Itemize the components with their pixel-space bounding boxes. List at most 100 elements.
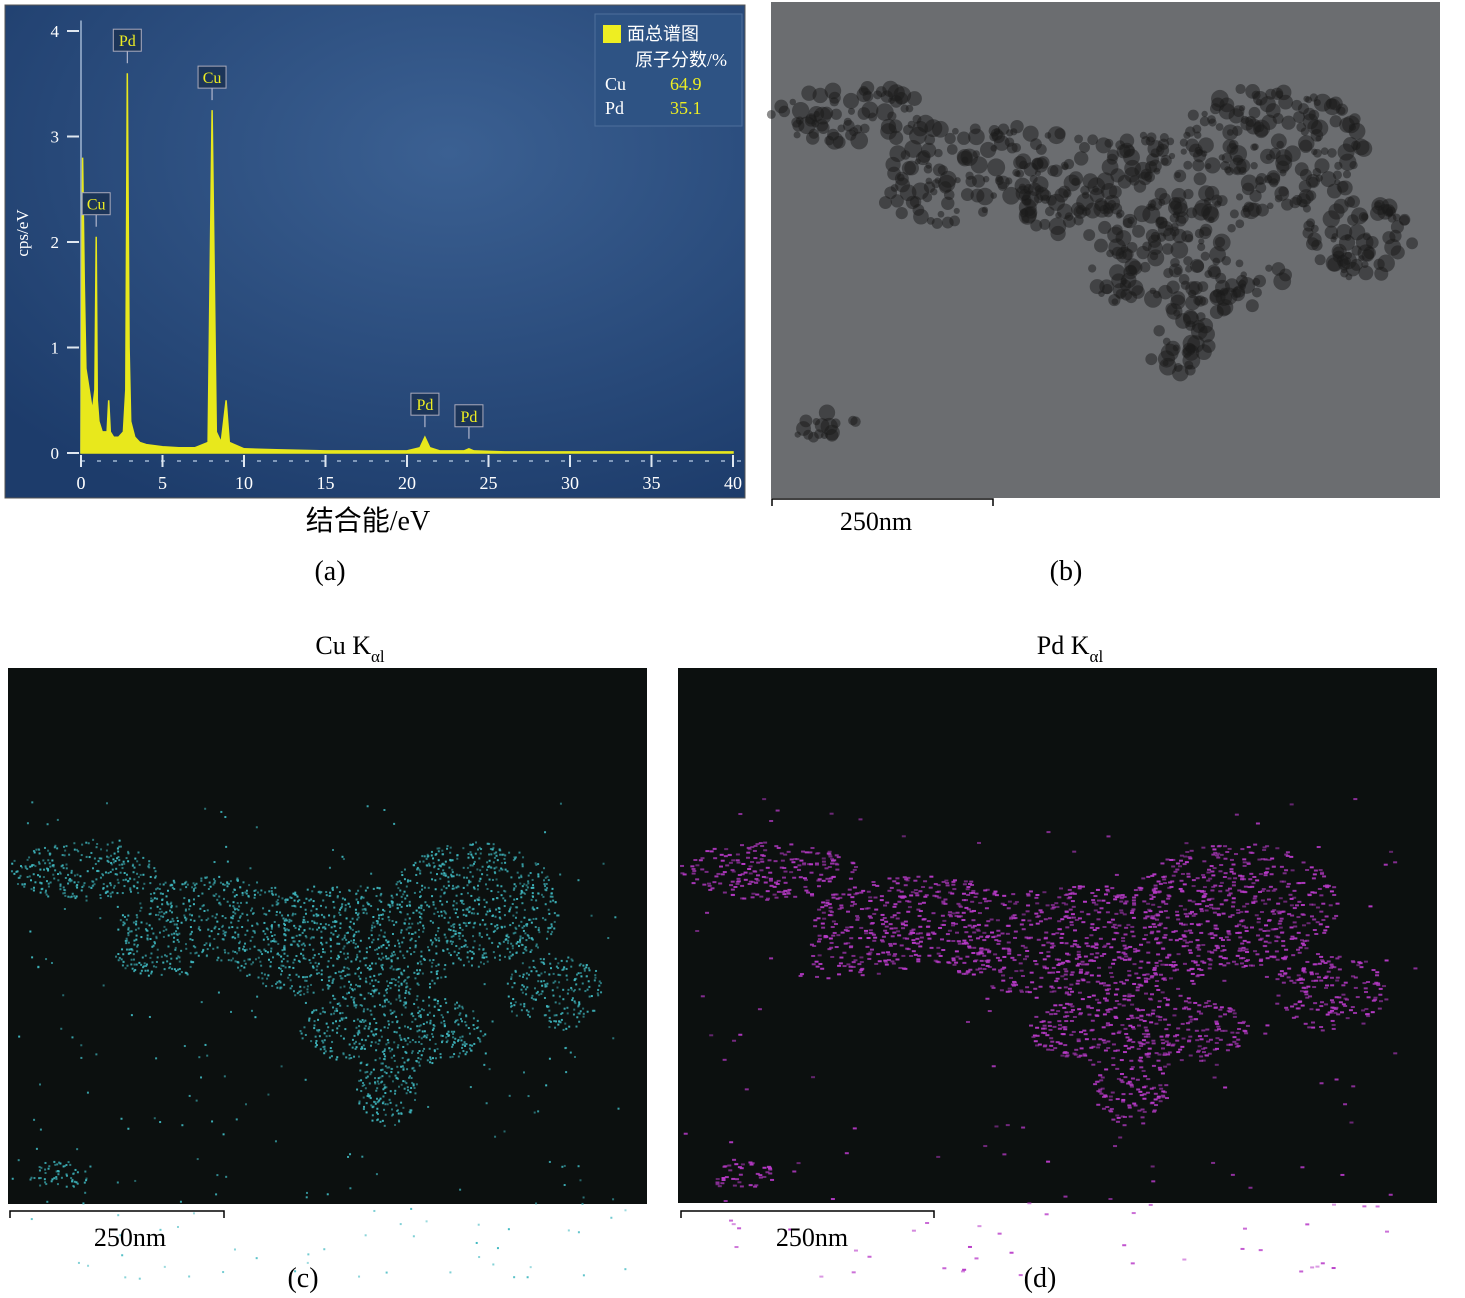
signal-dot [475,1241,478,1244]
particle [1267,202,1274,210]
signal-dot [15,870,18,873]
signal-dot [468,906,471,909]
signal-dot [495,851,498,854]
signal-dot [733,885,738,888]
signal-dot [514,906,517,909]
signal-dot [389,1090,392,1093]
signal-dot [140,906,143,909]
signal-dot [1149,897,1154,900]
signal-dot [568,1025,571,1028]
signal-dot [512,859,515,862]
signal-dot [435,973,438,976]
signal-dot [548,1009,551,1012]
signal-dot [449,929,452,932]
signal-dot [294,891,297,894]
signal-dot [146,969,149,972]
signal-dot [695,878,700,881]
signal-dot [133,943,136,946]
signal-dot [1230,905,1235,908]
signal-dot [574,978,577,981]
signal-dot [1157,905,1162,908]
signal-dot [503,925,506,928]
signal-dot [531,906,534,909]
signal-dot [422,1036,425,1039]
signal-dot [1050,1009,1055,1012]
particle [1068,171,1084,186]
signal-dot [288,920,291,923]
signal-dot [444,860,447,863]
signal-dot [145,964,148,967]
particle [889,145,907,163]
particle [1133,180,1147,193]
signal-dot [513,1276,516,1279]
signal-dot [134,857,137,860]
signal-dot [1154,973,1159,976]
pd-map [678,668,1437,1203]
signal-dot [174,946,177,949]
signal-dot [170,957,173,960]
signal-dot [516,897,519,900]
signal-dot [279,986,282,989]
signal-dot [560,1013,563,1016]
signal-dot [472,952,475,955]
signal-dot [429,1058,432,1061]
signal-dot [86,870,89,873]
x-tick-label: 15 [317,473,335,493]
signal-dot [563,1184,566,1187]
particle [1159,193,1171,205]
signal-dot [113,852,116,855]
signal-dot [466,951,469,954]
signal-dot [921,886,926,889]
signal-dot [119,919,122,922]
signal-dot [551,895,554,898]
particle [1168,197,1182,210]
signal-dot [522,951,525,954]
signal-dot [20,866,23,869]
signal-dot [1034,963,1039,966]
signal-dot [169,884,172,887]
signal-dot [283,922,286,925]
signal-dot [810,893,815,896]
signal-dot [849,904,854,907]
particle [1294,162,1309,177]
particle [1289,197,1301,209]
signal-dot [422,930,425,933]
signal-dot [328,1056,331,1059]
signal-dot [280,973,283,976]
signal-dot [312,1009,315,1012]
signal-dot [69,880,72,883]
signal-dot [454,912,457,915]
signal-dot [134,928,137,931]
signal-dot [905,937,910,940]
signal-dot [1119,980,1124,983]
signal-dot [482,1034,485,1037]
signal-dot [152,965,155,968]
signal-dot [544,831,547,834]
signal-dot [199,929,202,932]
signal-dot [374,1041,377,1044]
particle [1296,122,1307,133]
signal-dot [223,931,226,934]
signal-dot [551,989,554,992]
signal-dot [448,952,451,955]
signal-dot [227,952,230,955]
signal-dot [523,1005,526,1008]
signal-dot [359,1069,362,1072]
signal-dot [97,860,100,863]
signal-dot [407,1089,410,1092]
signal-dot [163,925,166,928]
signal-dot [566,992,569,995]
signal-dot [560,1018,563,1021]
signal-dot [113,886,116,889]
signal-dot [369,975,372,978]
signal-dot [1176,1027,1181,1030]
signal-dot [399,950,402,953]
signal-dot [465,908,468,911]
signal-dot [830,862,835,865]
signal-dot [465,914,468,917]
signal-dot [270,947,273,950]
signal-dot [377,1082,380,1085]
signal-dot [50,961,53,964]
signal-dot [948,911,953,914]
legend-title: 面总谱图 [627,24,699,44]
